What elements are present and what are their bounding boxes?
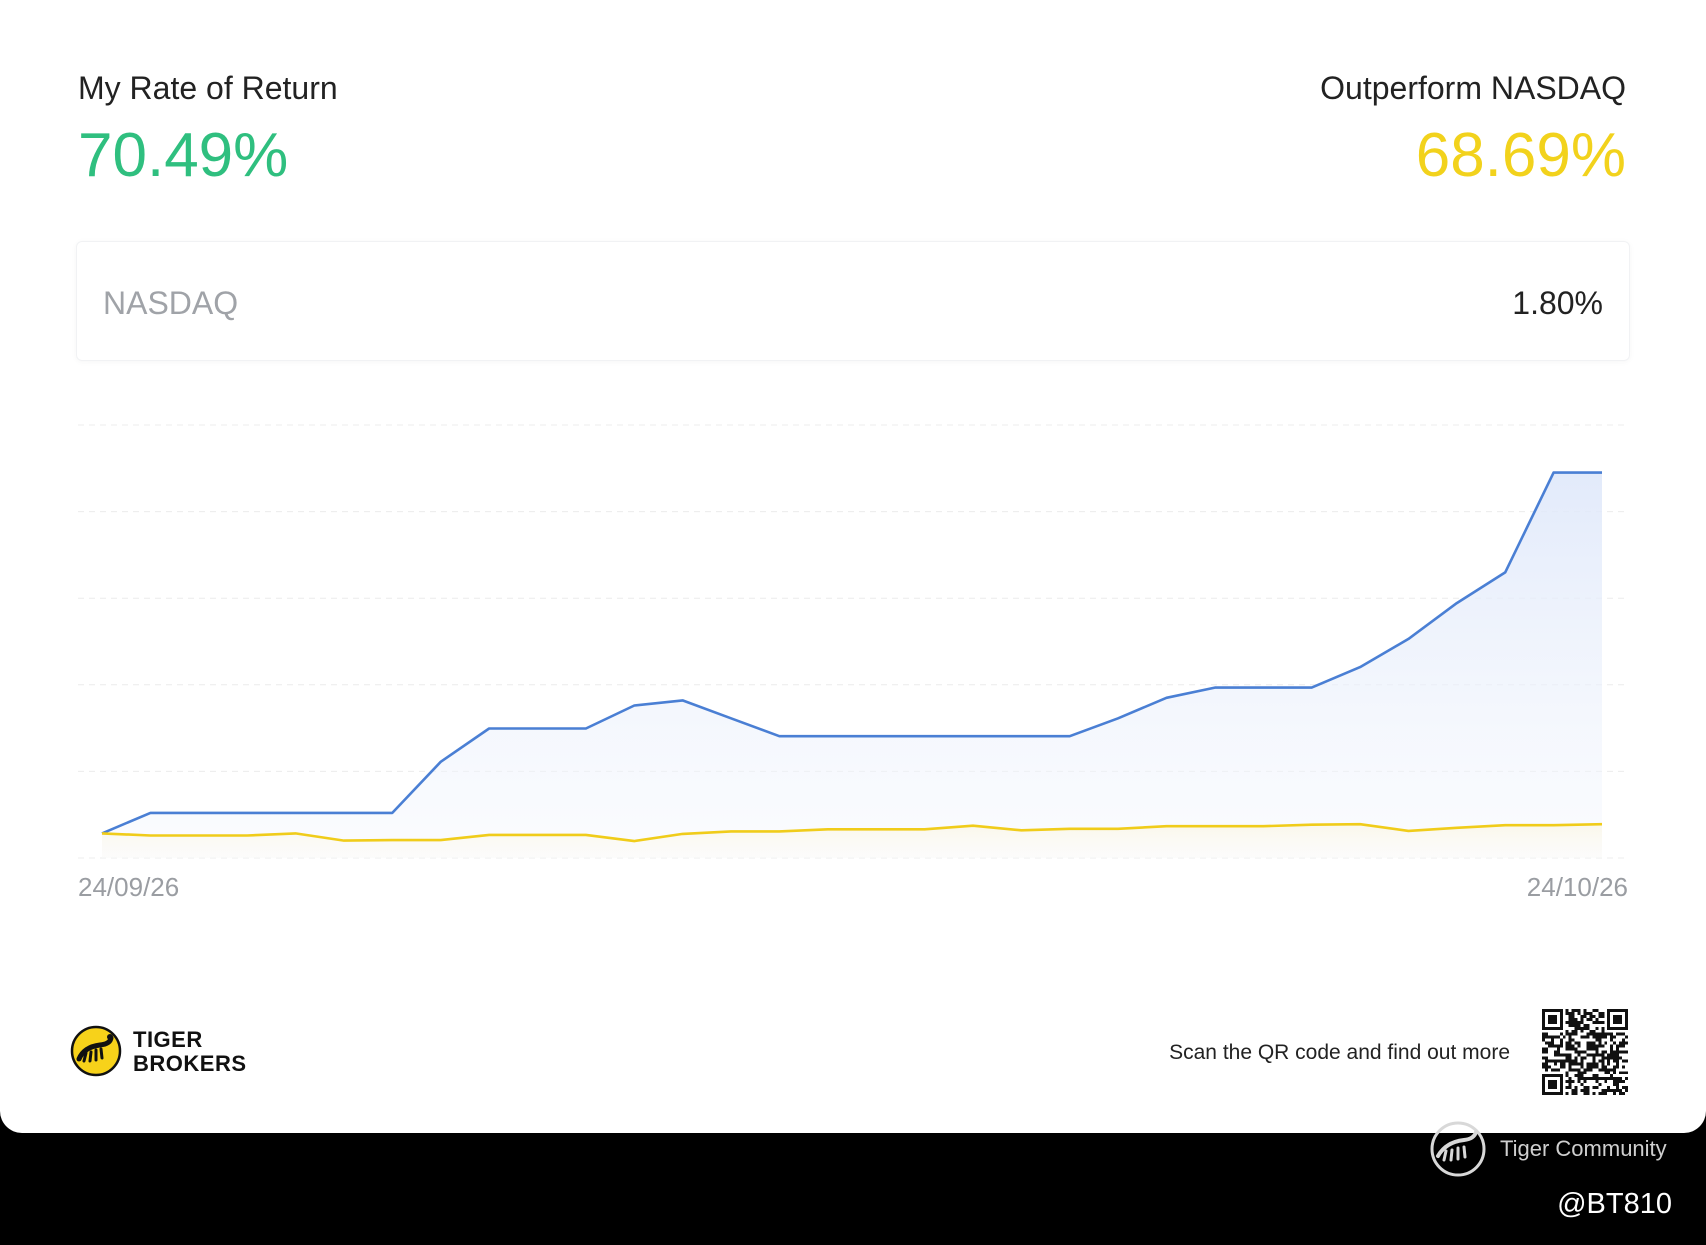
share-card: My Rate of Return 70.49% Outperform NASD…: [0, 0, 1706, 1133]
brand-line-2: BROKERS: [133, 1051, 247, 1076]
tiger-logo-icon: [70, 1025, 122, 1077]
return-label: My Rate of Return: [78, 70, 338, 106]
outperform-label: Outperform NASDAQ: [1320, 70, 1626, 106]
outperform-value: 68.69%: [1415, 121, 1626, 190]
brand-line-1: TIGER: [133, 1027, 203, 1052]
tiger-community-icon: [1430, 1121, 1486, 1177]
benchmark-row: NASDAQ 1.80%: [76, 241, 1630, 361]
qr-code-icon[interactable]: [1542, 1009, 1628, 1095]
benchmark-value: 1.80%: [1512, 285, 1603, 321]
x-axis-end-label: 24/10/26: [1526, 872, 1628, 902]
brand-name: TIGER BROKERS: [133, 1028, 247, 1076]
x-axis-start-label: 24/09/26: [78, 872, 180, 902]
series-area-portfolio: [102, 472, 1602, 858]
return-value: 70.49%: [78, 121, 289, 190]
community-watermark: Tiger Community: [1428, 1120, 1667, 1178]
series-line-nasdaq: [101, 822, 1603, 843]
community-text: Tiger Community: [1500, 1136, 1667, 1161]
series-line-portfolio: [101, 471, 1602, 835]
user-handle: @BT810: [1557, 1188, 1672, 1220]
return-chart: [78, 424, 1628, 859]
benchmark-name: NASDAQ: [103, 285, 239, 321]
series-area-nasdaq: [102, 824, 1602, 858]
scan-qr-text: Scan the QR code and find out more: [1169, 1041, 1510, 1064]
qr-modules: [1542, 1009, 1628, 1095]
